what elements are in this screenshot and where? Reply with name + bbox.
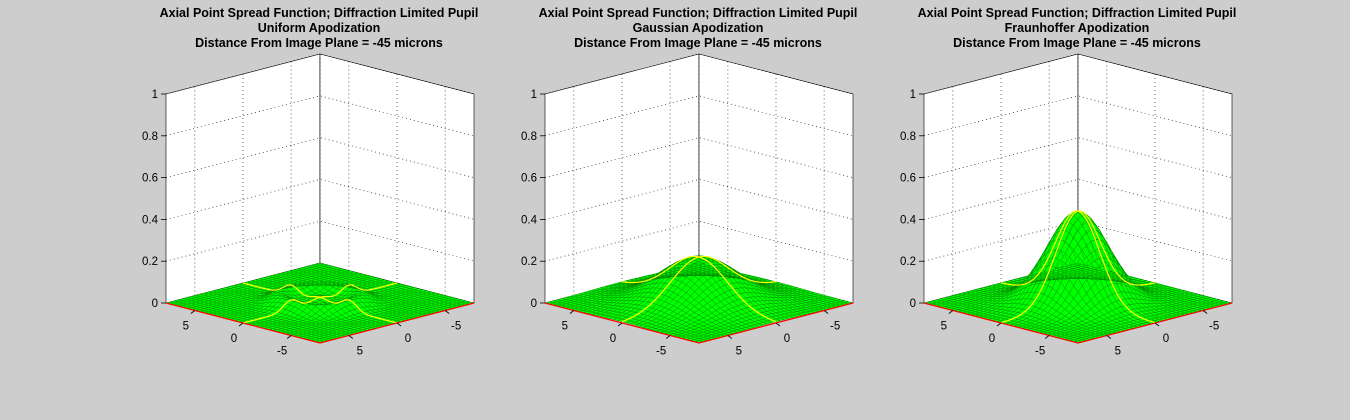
y-tick-label: -5: [1035, 346, 1045, 358]
surface-plot: 0 0.2 0.4 0.6 0.8 1 5 0 -5 5 0 -5: [142, 54, 474, 358]
y-tick: [191, 311, 195, 314]
y-tick: [570, 311, 574, 314]
z-tick-label: 0.6: [142, 173, 158, 185]
x-tick-label: 5: [357, 346, 363, 358]
x-tick-label: 0: [1163, 333, 1169, 345]
z-tick-label: 0.8: [900, 131, 916, 143]
x-tick: [445, 311, 449, 314]
panel-title-line-1: Axial Point Spread Function; Diffraction…: [160, 6, 479, 20]
x-tick-label: -5: [830, 321, 840, 333]
y-tick-label: 0: [231, 333, 237, 345]
z-tick-label: 0.4: [521, 214, 538, 226]
z-tick-label: 0.2: [521, 256, 537, 268]
z-tick-label: 0.4: [142, 214, 159, 226]
x-tick: [397, 323, 401, 326]
z-tick-label: 0: [152, 298, 158, 310]
z-tick-label: 0.2: [900, 256, 916, 268]
z-tick-label: 0.6: [521, 173, 537, 185]
z-tick-label: 0.6: [900, 173, 916, 185]
y-tick: [287, 336, 291, 339]
z-tick-label: 0.8: [521, 131, 537, 143]
x-tick-label: 5: [736, 346, 742, 358]
z-tick-label: 1: [152, 89, 158, 101]
y-tick: [997, 323, 1001, 326]
z-tick-label: 1: [910, 89, 916, 101]
panel-gaussian-apodization: Axial Point Spread Function; Diffraction…: [521, 6, 857, 358]
x-tick-label: 0: [405, 333, 411, 345]
x-tick-label: -5: [451, 321, 461, 333]
z-tick-label: 0: [910, 298, 916, 310]
y-tick-label: -5: [656, 346, 666, 358]
panel-title-line-2: Uniform Apodization: [258, 21, 380, 35]
x-tick: [1107, 336, 1111, 339]
x-tick: [776, 323, 780, 326]
y-tick: [239, 323, 243, 326]
panel-title-line-1: Axial Point Spread Function; Diffraction…: [539, 6, 858, 20]
x-tick: [349, 336, 353, 339]
panel-fraunhoffer-apodization: Axial Point Spread Function; Diffraction…: [900, 6, 1236, 358]
y-tick-label: 5: [562, 321, 568, 333]
panel-title-line-2: Fraunhoffer Apodization: [1005, 21, 1150, 35]
y-tick-label: 0: [989, 333, 995, 345]
x-tick: [728, 336, 732, 339]
x-tick: [1203, 311, 1207, 314]
panel-title-line-2: Gaussian Apodization: [633, 21, 764, 35]
y-tick: [949, 311, 953, 314]
panel-title-line-3: Distance From Image Plane = -45 microns: [195, 36, 443, 50]
x-tick-label: 5: [1115, 346, 1121, 358]
y-tick-label: 5: [941, 321, 947, 333]
y-tick-label: 5: [183, 321, 189, 333]
surface-plot: 0 0.2 0.4 0.6 0.8 1 5 0 -5 5 0 -5: [900, 54, 1232, 358]
panel-title-line-1: Axial Point Spread Function; Diffraction…: [918, 6, 1237, 20]
panel-title-line-3: Distance From Image Plane = -45 microns: [953, 36, 1201, 50]
z-tick-label: 1: [531, 89, 537, 101]
y-tick: [618, 323, 622, 326]
z-tick-label: 0.8: [142, 131, 158, 143]
y-tick-label: -5: [277, 346, 287, 358]
z-tick-label: 0.4: [900, 214, 917, 226]
y-tick: [1045, 336, 1049, 339]
y-tick-label: 0: [610, 333, 616, 345]
surface-plot: 0 0.2 0.4 0.6 0.8 1 5 0 -5 5 0 -5: [521, 54, 853, 358]
y-tick: [666, 336, 670, 339]
panel-uniform-apodization: Axial Point Spread Function; Diffraction…: [142, 6, 478, 358]
x-tick-label: 0: [784, 333, 790, 345]
x-tick: [824, 311, 828, 314]
x-tick-label: -5: [1209, 321, 1219, 333]
z-tick-label: 0.2: [142, 256, 158, 268]
x-tick: [1155, 323, 1159, 326]
panel-title-line-3: Distance From Image Plane = -45 microns: [574, 36, 822, 50]
z-tick-label: 0: [531, 298, 537, 310]
